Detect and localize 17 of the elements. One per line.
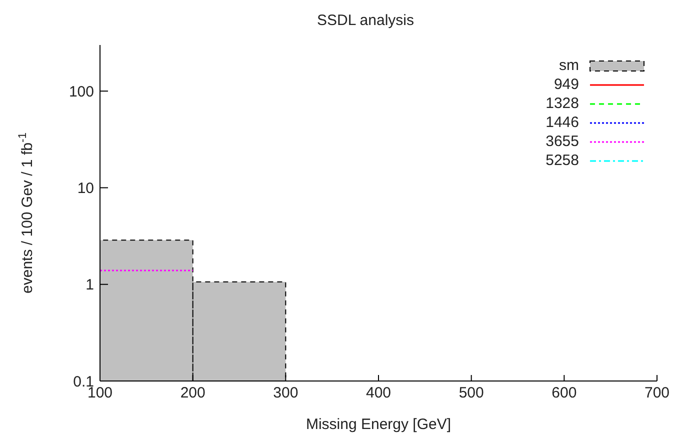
x-tick-label: 600 [552,384,577,402]
x-tick-label: 500 [458,384,484,402]
x-tick-label: 200 [180,384,206,402]
legend-label: sm [559,57,579,74]
chart-title: SSDL analysis [316,12,415,29]
x-tick-label: 300 [273,384,298,402]
x-tick-label: 400 [366,384,392,402]
x-tick-label: 700 [644,384,670,402]
legend-label: 949 [554,76,579,93]
y-tick-label: 1 [86,276,94,294]
x-axis-title: Missing Energy [GeV] [306,416,452,433]
legend-label: 1446 [546,114,579,131]
legend-label: 5258 [546,152,579,169]
legend-label: 1328 [546,95,579,112]
y-tick-label: 10 [77,180,94,198]
y-tick-label: 100 [68,83,94,100]
legend-label: 3655 [546,133,579,150]
